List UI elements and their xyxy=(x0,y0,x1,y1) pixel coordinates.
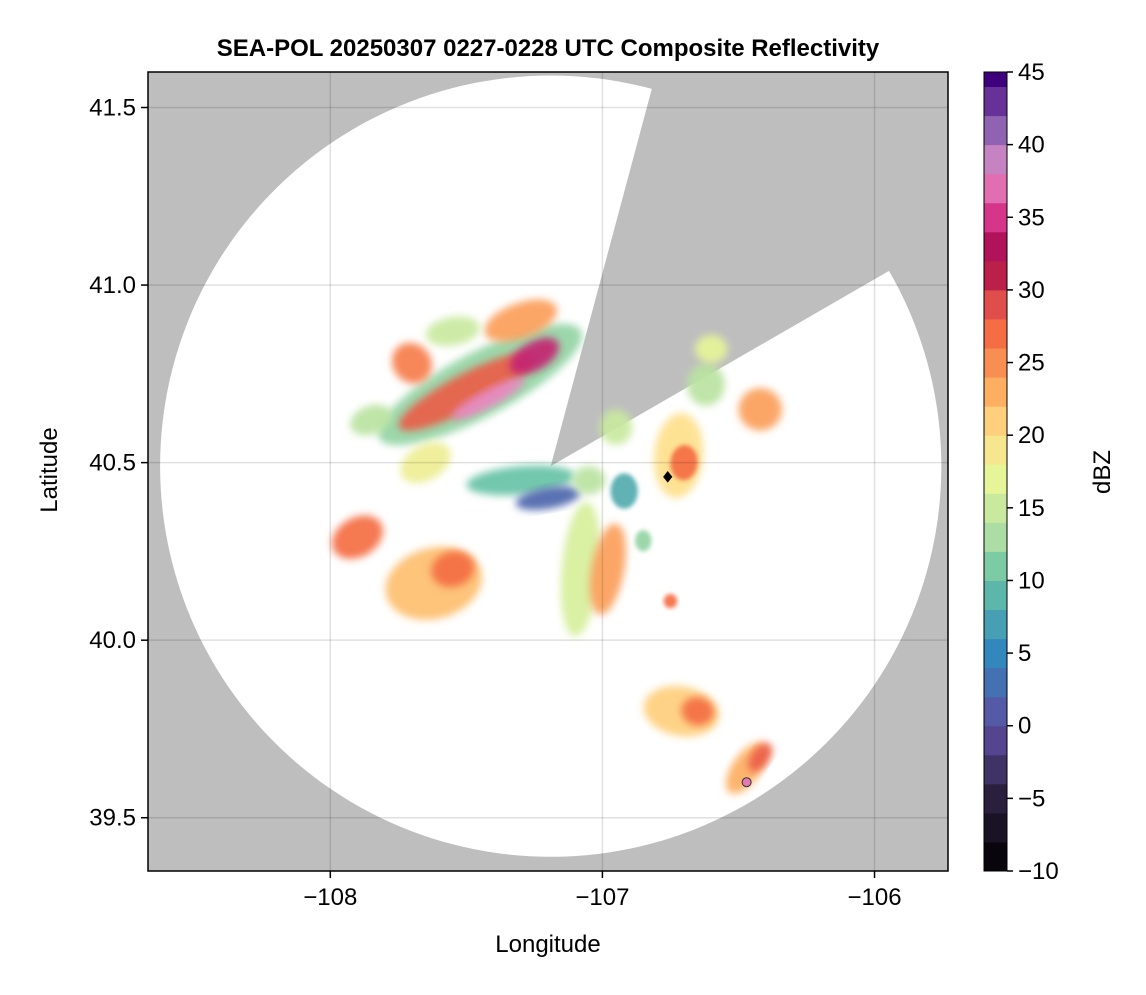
colorbar-frame xyxy=(983,71,1008,872)
echo-cell xyxy=(515,486,581,511)
colorbar-segment xyxy=(984,435,1007,465)
colorbar-segment xyxy=(984,348,1007,378)
colorbar-segment xyxy=(984,202,1007,233)
echo-cell xyxy=(350,404,393,436)
y-tick-label: 40.0 xyxy=(89,627,136,654)
colorbar-tick-label: 40 xyxy=(1018,132,1045,159)
colorbar-tick-label: 45 xyxy=(1018,59,1045,86)
y-axis-label: Latitude xyxy=(36,427,63,512)
echo-cell xyxy=(686,363,725,406)
colorbar-segment xyxy=(984,812,1007,843)
echo-cell xyxy=(635,530,652,552)
echo-cell xyxy=(589,523,626,615)
echo-cell xyxy=(400,442,451,484)
colorbar-segment xyxy=(984,144,1007,175)
colorbar-segment xyxy=(984,72,1007,88)
colorbar-segment xyxy=(984,86,1007,117)
colorbar-segment xyxy=(984,231,1007,262)
echo-cell xyxy=(663,594,678,609)
echo-cell xyxy=(332,515,384,559)
colorbar-segment xyxy=(984,406,1007,436)
echo-cell xyxy=(670,444,698,481)
y-axis: 39.5 40.0 40.5 41.0 41.5 xyxy=(89,95,148,832)
echo-cell xyxy=(484,299,558,342)
colorbar-segment xyxy=(984,725,1007,756)
colorbar-segment xyxy=(984,115,1007,146)
colorbar-segment xyxy=(984,377,1007,407)
echo-cell xyxy=(694,334,728,364)
colorbar-tick-label: 0 xyxy=(1018,713,1031,740)
colorbar-tick-label: 20 xyxy=(1018,422,1045,449)
colorbar-segment xyxy=(984,638,1007,669)
colorbar-tick-label: 15 xyxy=(1018,495,1045,522)
echo-cell xyxy=(748,743,773,772)
colorbar-segment xyxy=(984,696,1007,727)
echo-cell xyxy=(681,696,714,726)
gridlines xyxy=(148,72,948,871)
colorbar-segment xyxy=(984,464,1007,494)
echo-cell xyxy=(425,316,480,346)
chart-title: SEA-POL 20250307 0227-0228 UTC Composite… xyxy=(217,35,880,62)
echo-cell xyxy=(391,342,432,384)
plot-frame xyxy=(147,71,949,872)
colorbar-segment xyxy=(984,783,1007,814)
colorbar-tick-label: 5 xyxy=(1018,640,1031,667)
echo-cell xyxy=(431,551,475,588)
x-tick-label: −107 xyxy=(575,884,629,911)
colorbar-label: dBZ xyxy=(1089,450,1116,494)
echo-cell xyxy=(599,409,633,445)
colorbar-segment xyxy=(984,551,1007,581)
colorbar-tick-label: −5 xyxy=(1018,785,1045,812)
x-axis-label: Longitude xyxy=(495,931,600,958)
colorbar-segment xyxy=(984,522,1007,552)
colorbar-tick-label: 35 xyxy=(1018,204,1045,231)
colorbar-segment xyxy=(984,754,1007,785)
y-tick-label: 41.0 xyxy=(89,272,136,299)
echo-cell xyxy=(572,466,606,495)
colorbar-tick-label: 30 xyxy=(1018,277,1045,304)
colorbar-segment xyxy=(984,173,1007,204)
colorbar: −10 −5 0 5 10 15 20 25 30 35 40 45 xyxy=(983,59,1059,885)
y-tick-label: 39.5 xyxy=(89,805,136,832)
y-tick-label: 40.5 xyxy=(89,450,136,477)
markers xyxy=(663,471,752,788)
colorbar-segment xyxy=(984,841,1007,872)
x-tick-label: −106 xyxy=(847,884,901,911)
echo-cell xyxy=(610,473,638,509)
x-axis: −108 −107 −106 xyxy=(303,871,902,911)
colorbar-segment xyxy=(984,318,1007,349)
colorbar-segment xyxy=(984,580,1007,611)
marker-diamond xyxy=(663,471,673,483)
colorbar-tick-label: 25 xyxy=(1018,350,1045,377)
echo-cell xyxy=(509,337,560,375)
echo-cell xyxy=(398,352,535,431)
echo-cell xyxy=(738,388,783,431)
colorbar-segment xyxy=(984,667,1007,698)
colorbar-segment xyxy=(984,493,1007,523)
colorbar-segment xyxy=(984,260,1007,291)
echo-cell xyxy=(451,377,525,420)
colorbar-segment xyxy=(984,289,1007,320)
colorbar-tick-label: −10 xyxy=(1018,858,1059,885)
reflectivity-echoes xyxy=(332,299,783,794)
colorbar-tick-label: 10 xyxy=(1018,567,1045,594)
x-tick-label: −108 xyxy=(303,884,357,911)
echo-cell xyxy=(560,501,601,637)
marker-circle xyxy=(741,777,752,788)
colorbar-segment xyxy=(984,609,1007,640)
y-tick-label: 41.5 xyxy=(89,95,136,122)
